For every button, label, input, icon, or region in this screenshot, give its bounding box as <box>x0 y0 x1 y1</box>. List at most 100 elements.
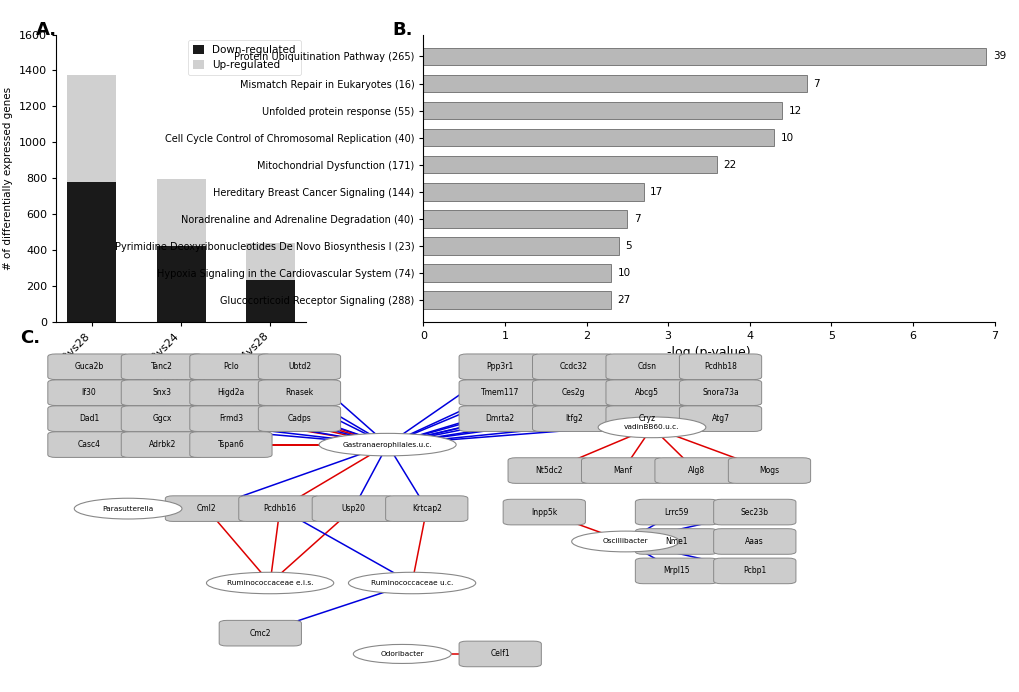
Text: Guca2b: Guca2b <box>74 362 104 372</box>
FancyBboxPatch shape <box>507 458 590 484</box>
Text: Pclo: Pclo <box>223 362 238 372</box>
FancyBboxPatch shape <box>385 496 468 522</box>
Ellipse shape <box>353 644 450 664</box>
Y-axis label: # of differentially expressed genes: # of differentially expressed genes <box>3 86 13 270</box>
Text: 17: 17 <box>649 187 662 197</box>
Ellipse shape <box>348 572 475 594</box>
FancyBboxPatch shape <box>713 500 795 525</box>
FancyBboxPatch shape <box>605 406 688 432</box>
FancyBboxPatch shape <box>532 406 614 432</box>
Bar <box>423 129 773 147</box>
Text: Adrbk2: Adrbk2 <box>149 440 176 449</box>
FancyBboxPatch shape <box>190 432 272 457</box>
FancyBboxPatch shape <box>459 641 541 667</box>
FancyBboxPatch shape <box>258 354 340 379</box>
FancyBboxPatch shape <box>459 406 541 432</box>
Text: Mogs: Mogs <box>759 466 779 475</box>
Text: Usp20: Usp20 <box>341 504 365 513</box>
FancyBboxPatch shape <box>502 500 585 525</box>
Bar <box>156 179 206 246</box>
Text: Krtcap2: Krtcap2 <box>412 504 441 513</box>
Text: Frmd3: Frmd3 <box>219 414 243 424</box>
Text: 10: 10 <box>780 133 793 143</box>
FancyBboxPatch shape <box>312 496 394 522</box>
X-axis label: Months: Months <box>155 372 207 385</box>
Text: 22: 22 <box>722 160 736 170</box>
Bar <box>423 264 610 282</box>
Text: 7: 7 <box>633 214 640 224</box>
FancyBboxPatch shape <box>258 380 340 406</box>
FancyBboxPatch shape <box>605 354 688 379</box>
FancyBboxPatch shape <box>165 496 248 522</box>
FancyBboxPatch shape <box>713 529 795 554</box>
X-axis label: -log (p-value): -log (p-value) <box>666 347 750 359</box>
Text: Cmc2: Cmc2 <box>250 628 271 638</box>
Text: Ggcx: Ggcx <box>153 414 172 424</box>
Ellipse shape <box>571 531 679 552</box>
FancyBboxPatch shape <box>635 500 717 525</box>
FancyBboxPatch shape <box>121 432 204 457</box>
Text: Cryz: Cryz <box>638 414 655 424</box>
Text: Atg7: Atg7 <box>711 414 729 424</box>
FancyBboxPatch shape <box>48 432 130 457</box>
Bar <box>423 75 806 92</box>
Text: Tmem117: Tmem117 <box>481 388 519 397</box>
FancyBboxPatch shape <box>258 406 340 432</box>
Ellipse shape <box>74 498 181 519</box>
FancyBboxPatch shape <box>679 354 761 379</box>
Text: Aaas: Aaas <box>745 537 763 546</box>
FancyBboxPatch shape <box>238 496 321 522</box>
Text: Dad1: Dad1 <box>78 414 99 424</box>
Bar <box>423 102 782 119</box>
Text: Oscillibacter: Oscillibacter <box>602 538 648 545</box>
Bar <box>246 280 294 322</box>
Text: Higd2a: Higd2a <box>217 388 245 397</box>
Text: Tspan6: Tspan6 <box>217 440 245 449</box>
FancyBboxPatch shape <box>190 380 272 406</box>
Text: A.: A. <box>36 21 57 39</box>
FancyBboxPatch shape <box>728 458 810 484</box>
FancyBboxPatch shape <box>459 380 541 406</box>
Text: vadinBB60.u.c.: vadinBB60.u.c. <box>624 424 679 430</box>
Text: Ces2g: Ces2g <box>561 388 585 397</box>
Text: Ccdc32: Ccdc32 <box>559 362 587 372</box>
FancyBboxPatch shape <box>219 620 302 646</box>
FancyBboxPatch shape <box>679 406 761 432</box>
Text: If30: If30 <box>82 388 96 397</box>
Text: Odoribacter: Odoribacter <box>380 651 424 657</box>
FancyBboxPatch shape <box>121 354 204 379</box>
FancyBboxPatch shape <box>605 380 688 406</box>
Bar <box>423 183 643 201</box>
FancyBboxPatch shape <box>48 406 130 432</box>
FancyBboxPatch shape <box>635 529 717 554</box>
Text: Gastranaerophilales.u.c.: Gastranaerophilales.u.c. <box>342 441 432 448</box>
Text: Dmrta2: Dmrta2 <box>485 414 515 424</box>
Text: Pcdhb18: Pcdhb18 <box>703 362 737 372</box>
Ellipse shape <box>206 572 333 594</box>
Bar <box>423 156 716 174</box>
Text: Inpp5k: Inpp5k <box>531 507 556 517</box>
Text: 12: 12 <box>788 106 801 116</box>
Text: Sec23b: Sec23b <box>740 507 768 517</box>
Text: Nt5dc2: Nt5dc2 <box>535 466 562 475</box>
FancyBboxPatch shape <box>48 354 130 379</box>
Text: Cdsn: Cdsn <box>637 362 656 372</box>
Text: Ruminococcaceae u.c.: Ruminococcaceae u.c. <box>371 580 452 586</box>
Text: Manf: Manf <box>612 466 632 475</box>
FancyBboxPatch shape <box>48 380 130 406</box>
FancyBboxPatch shape <box>459 354 541 379</box>
Bar <box>423 237 619 255</box>
Text: 10: 10 <box>616 268 630 278</box>
Bar <box>246 243 294 280</box>
FancyBboxPatch shape <box>713 558 795 584</box>
Bar <box>156 246 206 322</box>
Text: 7: 7 <box>812 78 819 89</box>
Text: Celf1: Celf1 <box>490 649 510 659</box>
Text: Alg8: Alg8 <box>687 466 704 475</box>
Bar <box>423 48 985 65</box>
Text: Tanc2: Tanc2 <box>151 362 173 372</box>
Text: Lrrc59: Lrrc59 <box>663 507 688 517</box>
FancyBboxPatch shape <box>121 406 204 432</box>
Text: Snx3: Snx3 <box>153 388 172 397</box>
Text: C.: C. <box>20 329 41 347</box>
